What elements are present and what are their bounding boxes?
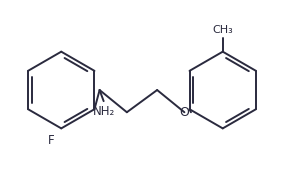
Text: F: F	[48, 135, 55, 147]
Text: CH₃: CH₃	[212, 25, 233, 34]
Text: NH₂: NH₂	[93, 105, 115, 118]
Text: O: O	[179, 106, 189, 119]
